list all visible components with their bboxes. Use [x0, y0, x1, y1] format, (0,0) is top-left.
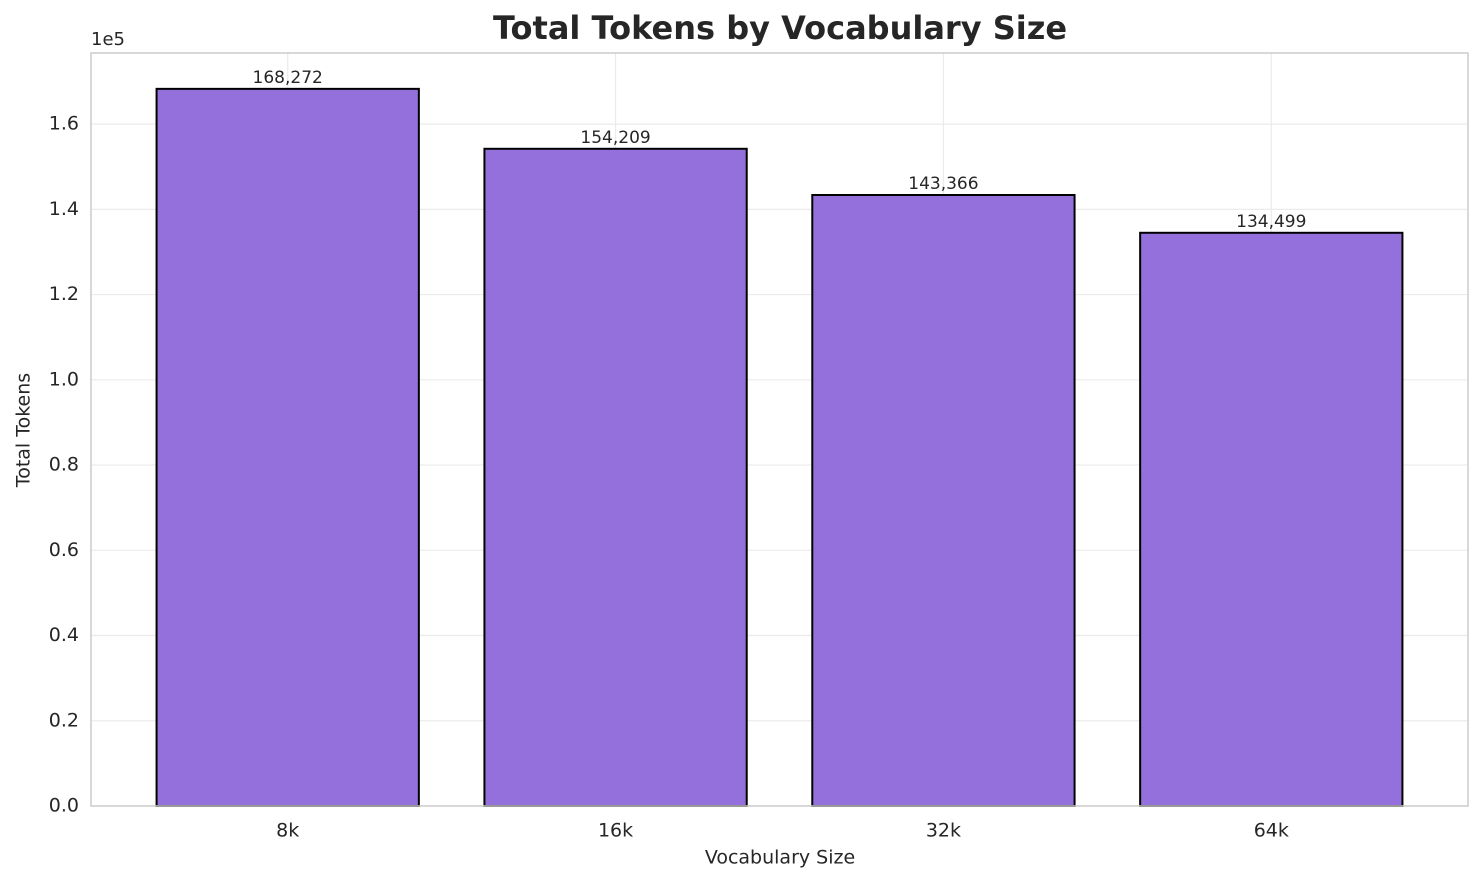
x-tick-label: 8k	[276, 820, 299, 842]
x-axis-label: Vocabulary Size	[705, 847, 855, 869]
value-label: 134,499	[1236, 212, 1306, 232]
y-tick-label: 0.8	[49, 454, 79, 476]
bar	[155, 87, 420, 807]
x-tick-label: 16k	[598, 820, 633, 842]
y-axis-label: Total Tokens	[13, 373, 35, 488]
bar	[483, 147, 748, 808]
x-tick-label: 64k	[1254, 820, 1289, 842]
y-offset-label: 1e5	[91, 29, 125, 50]
y-tick-label: 0.2	[49, 709, 79, 731]
x-tick-label: 32k	[926, 820, 961, 842]
y-tick-label: 0.0	[49, 795, 79, 817]
bar	[811, 194, 1076, 807]
y-tick-label: 0.6	[49, 539, 79, 561]
y-tick-label: 1.2	[49, 283, 79, 305]
value-label: 168,272	[253, 68, 323, 88]
value-label: 154,209	[580, 128, 650, 148]
plot-frame	[90, 52, 1469, 807]
chart-title: Total Tokens by Vocabulary Size	[493, 9, 1067, 47]
y-tick-label: 1.0	[49, 368, 79, 390]
value-label: 143,366	[908, 174, 978, 194]
bar	[1139, 231, 1404, 807]
y-tick-label: 0.4	[49, 624, 79, 646]
y-tick-label: 1.4	[49, 198, 79, 220]
y-tick-label: 1.6	[49, 113, 79, 135]
